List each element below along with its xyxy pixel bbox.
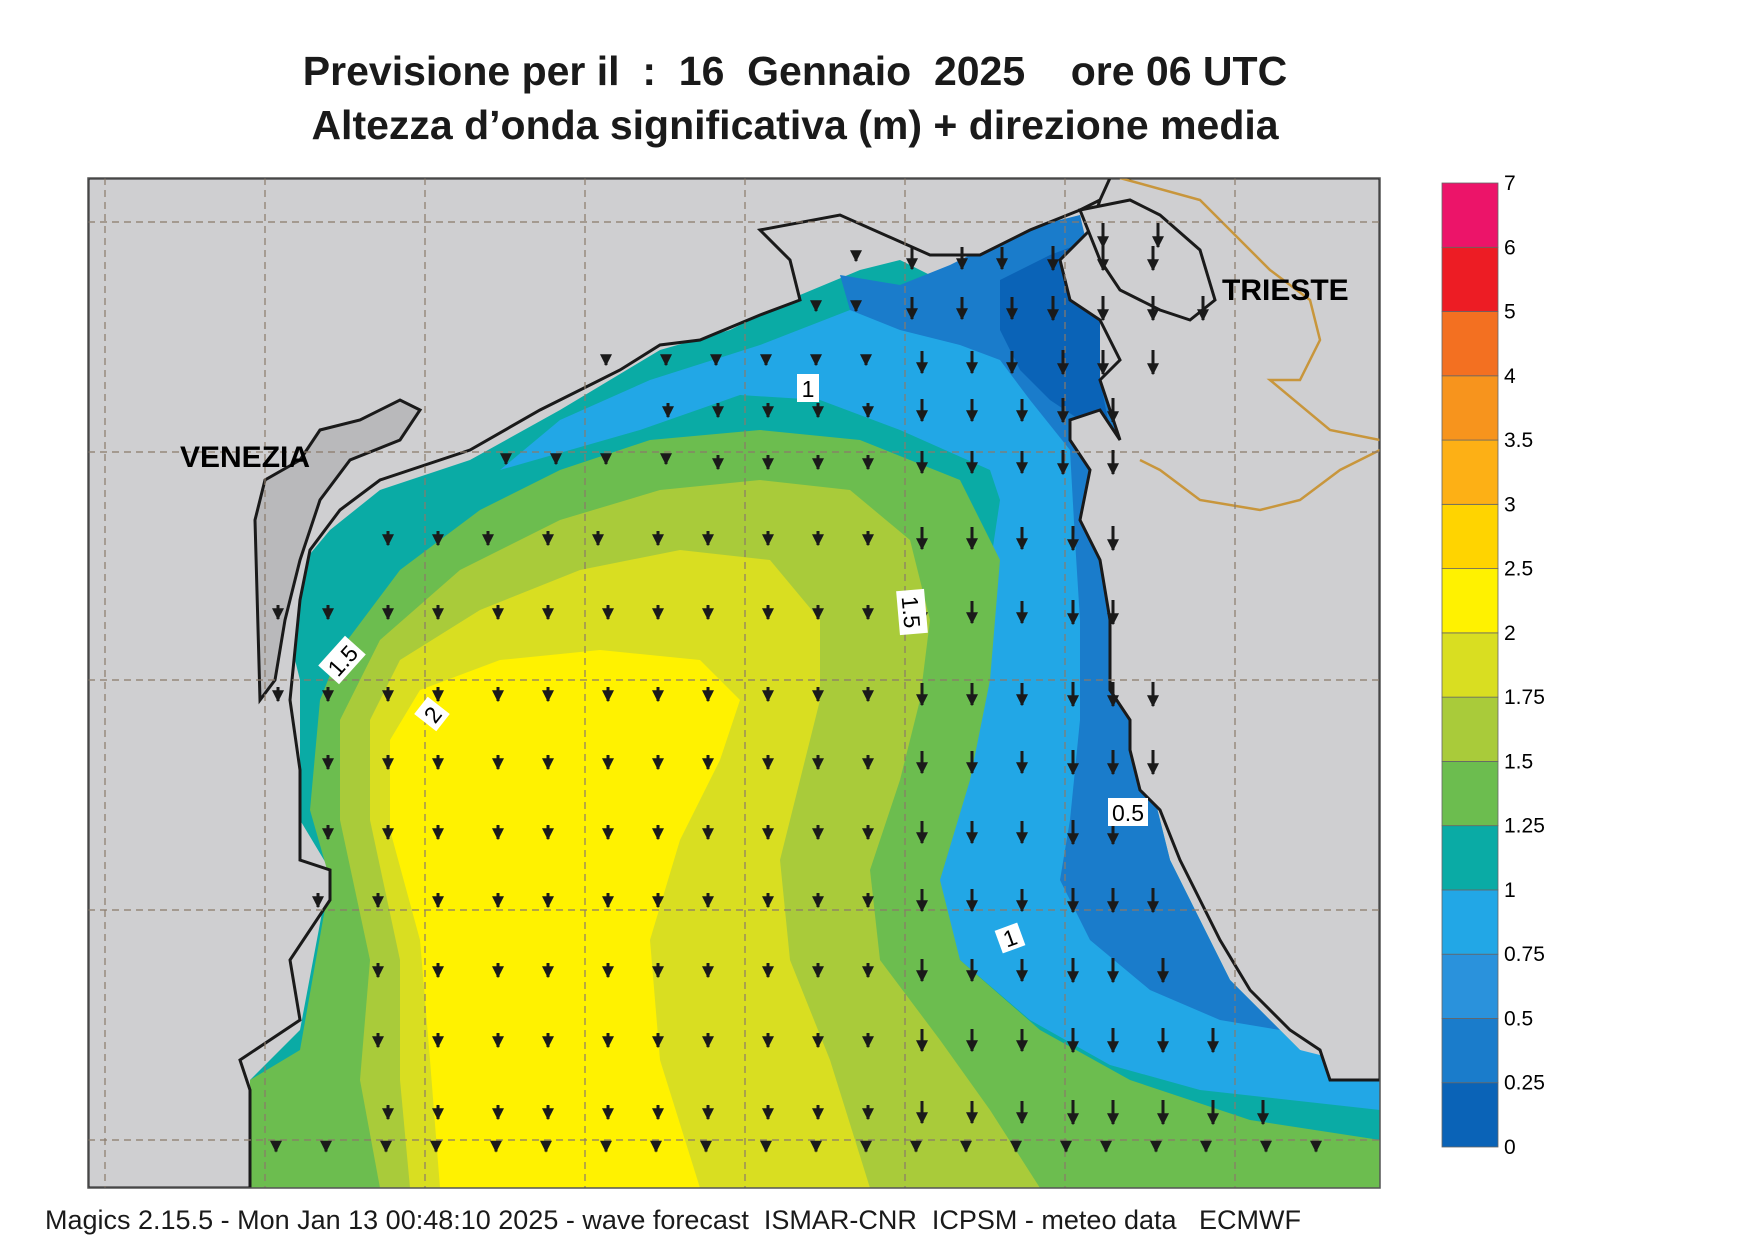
colorbar-tick-label: 4	[1504, 365, 1516, 388]
chart-title: Previsione per il : 16 Gennaio 2025 ore …	[302, 48, 1288, 94]
colorbar-segment	[1441, 889, 1499, 955]
place-label-trieste: TRIESTE	[1222, 274, 1349, 307]
colorbar-tick-label: 1.25	[1504, 815, 1545, 838]
colorbar-tick-label: 1	[1504, 879, 1516, 902]
colorbar-segment	[1441, 1018, 1499, 1084]
colorbar-tick-label: 0	[1504, 1136, 1516, 1159]
colorbar-segment	[1441, 953, 1499, 1019]
colorbar-segment	[1441, 503, 1499, 570]
place-label-venezia: VENEZIA	[180, 441, 310, 474]
contour-labels: 1 1.5 1.5 2 0.5 1	[318, 374, 1148, 954]
colorbar-tick-label: 2.5	[1504, 558, 1533, 581]
contour-label: 1	[802, 376, 815, 402]
colorbar-segment	[1441, 1082, 1499, 1148]
colorbar-segment	[1441, 761, 1499, 827]
colorbar-tick-label: 3.5	[1504, 429, 1533, 452]
sea-band-2-2.5	[390, 650, 740, 1188]
colorbar-segment	[1441, 825, 1499, 891]
colorbar-tick-label: 1.75	[1504, 686, 1545, 709]
map-frame	[87, 177, 1381, 1189]
colorbar-segment	[1441, 182, 1499, 248]
chart-subtitle: Altezza d’onda significativa (m) + direz…	[311, 102, 1279, 148]
colorbar-tick-label: 5	[1504, 301, 1516, 324]
colorbar-tick-label: 0.75	[1504, 943, 1545, 966]
colorbar-tick-label: 1.5	[1504, 750, 1533, 773]
land-lagoon	[253, 398, 423, 705]
graticule	[88, 178, 1380, 1188]
footer-credits: Magics 2.15.5 - Mon Jan 13 00:48:10 2025…	[45, 1205, 1301, 1235]
colorbar-segment	[1441, 375, 1499, 441]
contour-label: 0.5	[1112, 800, 1144, 826]
colorbar-tick-label: 0.25	[1504, 1072, 1545, 1095]
colorbar-segment	[1441, 632, 1499, 698]
direction-arrows	[270, 223, 1322, 1153]
colorbar-tick-label: 6	[1504, 236, 1516, 259]
contour-label: 1.5	[897, 595, 926, 629]
colorbar-tick-label: 2	[1504, 622, 1516, 645]
colorbar-tick-label: 7	[1504, 172, 1516, 195]
colorbar-tick-label: 3	[1504, 493, 1516, 516]
colorbar: 0 0.25 0.5 0.75 1 1.25 1.5 1.75 2 2.5 3 3.5 4 5 6 7	[1441, 172, 1545, 1159]
colorbar-segment	[1441, 568, 1499, 634]
colorbar-segment	[1441, 311, 1499, 377]
border-line	[1119, 178, 1380, 512]
colorbar-segment	[1441, 439, 1499, 505]
colorbar-segment	[1441, 696, 1499, 762]
map-area: 1 1.5 1.5 2 0.5 1 VENEZ	[88, 178, 1380, 1188]
colorbar-segment	[1441, 246, 1499, 312]
colorbar-tick-label: 0.5	[1504, 1007, 1533, 1030]
